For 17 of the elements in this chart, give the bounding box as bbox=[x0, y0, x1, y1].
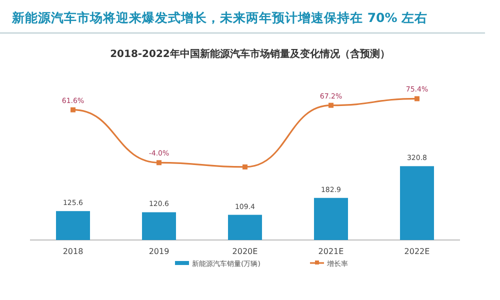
point bbox=[70, 107, 76, 112]
x-tick-label: 2018 bbox=[62, 247, 84, 256]
x-tick-label: 2022E bbox=[404, 247, 430, 256]
bar bbox=[314, 198, 348, 240]
chart-title: 新能源汽车市场将迎来爆发式增长，未来两年预计增速保持在 70% 左右 bbox=[11, 10, 428, 25]
chart-subtitle: 2018-2022年中国新能源汽车市场销量及变化情况（含预测） bbox=[110, 48, 390, 60]
point bbox=[156, 160, 162, 166]
bar bbox=[56, 211, 90, 240]
point bbox=[414, 96, 420, 102]
bar bbox=[228, 214, 262, 240]
bar bbox=[400, 166, 434, 240]
x-tick-label: 2019 bbox=[148, 247, 170, 256]
x-tick-label: 2021E bbox=[318, 247, 344, 256]
point bbox=[328, 102, 334, 108]
point bbox=[242, 164, 248, 170]
x-tick-label: 2020E bbox=[232, 247, 258, 256]
bar bbox=[142, 212, 176, 240]
